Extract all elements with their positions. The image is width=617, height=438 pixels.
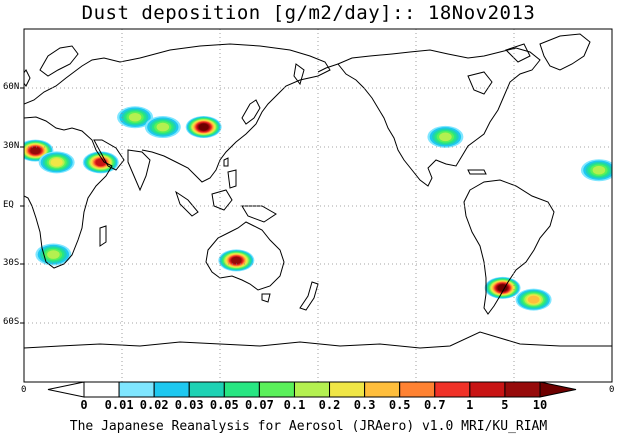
- colorbar-box: [188, 381, 225, 398]
- borneo: [211, 189, 233, 211]
- south-america-coast: [463, 179, 555, 315]
- india-coast: [127, 149, 151, 192]
- dust-plume-10: [427, 125, 464, 148]
- colorbar-tick-label: 5: [501, 398, 509, 412]
- sumatra: [175, 190, 199, 217]
- credit-line: The Japanese Reanalysis for Aerosol (JRA…: [69, 419, 548, 434]
- colorbar-box: [118, 381, 155, 398]
- dust-contour: [527, 295, 540, 304]
- dust-plume-7: [218, 249, 255, 272]
- colorbar-max-arrow: [539, 381, 577, 398]
- north-america-coast: [337, 47, 541, 187]
- dust-plume-3: [117, 106, 154, 129]
- alaska-coast: [317, 63, 339, 73]
- caribbean: [467, 169, 487, 175]
- colorbar-min-arrow: [47, 381, 85, 398]
- gridlines: [24, 29, 612, 382]
- asia-coast: [139, 43, 331, 183]
- dust-contour: [439, 132, 452, 142]
- colorbar-tick-label: 0.2: [318, 398, 341, 412]
- latitude-label: 60S: [3, 317, 20, 328]
- colorbar-box: [364, 381, 401, 398]
- dust-plume-1: [38, 151, 75, 174]
- colorbar-tick-label: 1: [466, 398, 474, 412]
- dust-contour: [592, 165, 606, 175]
- colorbar-tick-label: 0.7: [423, 398, 446, 412]
- latitude-label: EQ: [3, 199, 14, 210]
- colorbar-box: [258, 381, 295, 398]
- australia-coast: [205, 221, 285, 291]
- dust-contour: [231, 256, 242, 265]
- colorbar-tick-label: 0.1: [283, 398, 306, 412]
- arabia-coast: [93, 139, 125, 171]
- scandinavia-coast: [39, 45, 79, 77]
- colorbar-box: [399, 381, 436, 398]
- latitude-label: 30N: [3, 140, 20, 151]
- dust-contour: [50, 158, 63, 167]
- colorbar-tick-label: 0.01: [104, 398, 134, 412]
- longitude-label: 0: [609, 385, 615, 395]
- latitude-label: 60N: [3, 81, 20, 92]
- colorbar-box: [469, 381, 506, 398]
- japan-coast: [241, 99, 261, 125]
- colorbar-tick-label: 0.5: [388, 398, 411, 412]
- dust-plume-9: [515, 288, 552, 311]
- africa-coast: [24, 116, 113, 269]
- colorbar-tick-label: 0.07: [244, 398, 274, 412]
- new-guinea: [241, 205, 277, 223]
- dust-contour: [128, 112, 142, 122]
- taiwan: [223, 157, 229, 167]
- colorbar-tick-label: 0: [80, 398, 88, 412]
- colorbar-box: [293, 381, 331, 398]
- dust-contour: [198, 123, 209, 131]
- map-title: Dust deposition [g/m2/day]:: 18Nov2013: [81, 2, 536, 24]
- greenland-coast: [539, 33, 591, 71]
- dust-contour: [156, 122, 170, 132]
- latitude-label: 30S: [3, 258, 20, 269]
- colorbar-tick-label: 0.03: [174, 398, 204, 412]
- dust-plume-2: [82, 151, 119, 174]
- kamchatka: [293, 63, 305, 86]
- colorbar-box: [434, 381, 471, 398]
- dust-plume-11: [580, 159, 612, 182]
- colorbar-box: [329, 381, 366, 398]
- colorbar-tick-label: 0.02: [139, 398, 169, 412]
- colorbar-tick-label: 10: [532, 398, 548, 412]
- dust-contour: [30, 146, 41, 155]
- colorbar-tick-label: 0.3: [353, 398, 376, 412]
- dust-contour: [47, 250, 60, 259]
- uk-coast: [24, 69, 31, 87]
- colorbar-box: [153, 381, 190, 398]
- longitude-label: 0: [21, 385, 27, 395]
- colorbar-box: [223, 381, 260, 398]
- colorbar-tick-label: 0.05: [209, 398, 239, 412]
- tasmania: [261, 293, 271, 303]
- colorbar-box: [83, 381, 120, 398]
- madagascar: [99, 225, 107, 247]
- dust-plume-5: [185, 116, 222, 139]
- dust-plume-4: [144, 116, 181, 139]
- philippines: [227, 169, 237, 189]
- antarctica-coast: [24, 331, 612, 349]
- new-zealand: [299, 281, 319, 311]
- colorbar-box: [504, 381, 541, 398]
